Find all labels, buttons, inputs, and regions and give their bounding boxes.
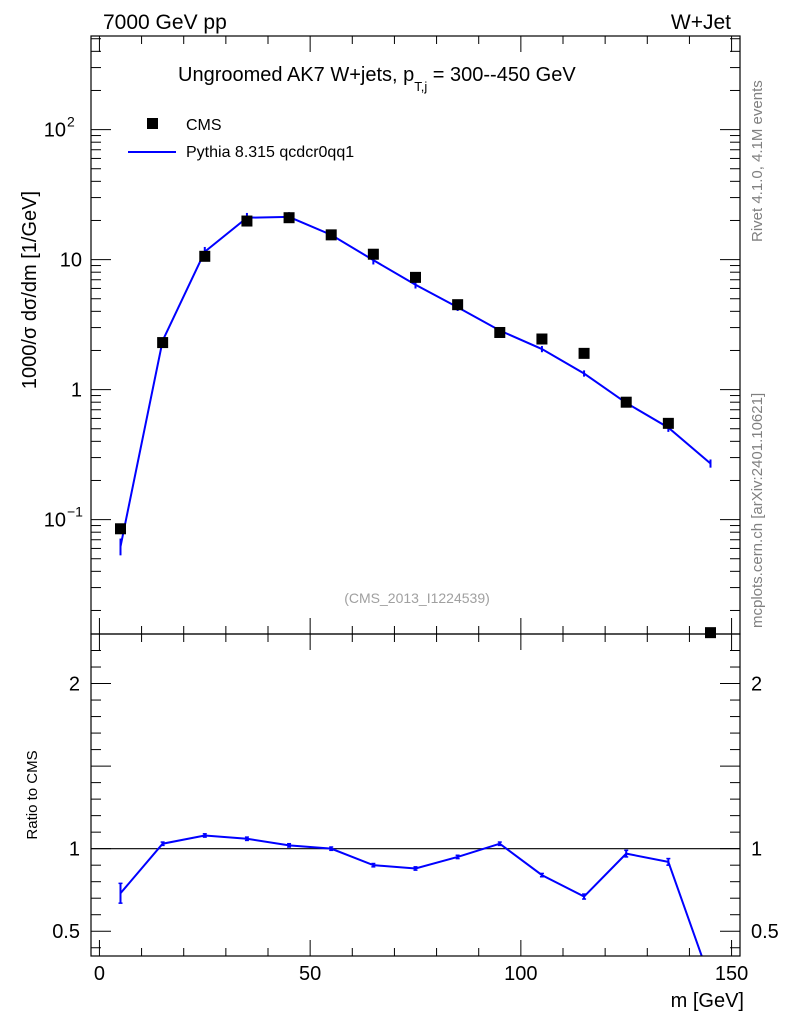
x-tick-label: 50 <box>299 963 321 985</box>
y-tick-label: 10 <box>60 250 82 272</box>
y-tick-label: 1 <box>71 380 82 402</box>
cms-point <box>536 333 548 345</box>
legend-cms-marker <box>147 118 158 129</box>
cms-point <box>705 627 716 639</box>
cms-point <box>452 299 464 311</box>
legend-pythia-label: Pythia 8.315 qcdcr0qq1 <box>186 144 354 161</box>
ratio-line <box>119 834 703 956</box>
title-rest: = 300--450 GeV <box>427 64 576 86</box>
cms-point <box>283 212 295 224</box>
cms-point <box>410 271 421 283</box>
title-sub: T,j <box>414 79 427 94</box>
legend-cms-label: CMS <box>186 117 222 134</box>
upper-data <box>115 212 716 639</box>
y-tick-exponent: 2 <box>67 114 75 130</box>
site-label: mcplots.cern.ch [arXiv:2401.10621] <box>749 393 766 628</box>
lower-frame <box>90 633 741 957</box>
ratio-tick-label-right: 2 <box>751 674 762 696</box>
pythia-line <box>119 215 712 547</box>
lower-ylabel: Ratio to CMS <box>24 750 41 839</box>
cms-point <box>241 215 253 227</box>
analysis-label: (CMS_2013_I1224539) <box>344 590 490 606</box>
rivet-label: Rivet 4.1.0, 4.1M events <box>749 80 766 242</box>
cms-point <box>325 229 337 241</box>
x-tick-label: 0 <box>94 963 105 985</box>
cms-point <box>367 248 379 260</box>
lower-axis-ticks: 0.5 0.5 1 1 2 2 <box>52 650 779 949</box>
cms-point <box>578 347 590 359</box>
y-tick-exponent: −1 <box>67 504 83 520</box>
ratio-tick-label: 0.5 <box>52 921 80 943</box>
ratio-tick-label: 1 <box>69 839 80 861</box>
y-tick-label: 10 <box>44 510 66 532</box>
cms-point <box>157 337 169 349</box>
cms-point <box>620 396 632 408</box>
ratio-data <box>91 833 740 956</box>
x-axis-ticks: 0 50 100 150 <box>94 36 748 985</box>
ratio-tick-label-right: 0.5 <box>751 921 779 943</box>
x-tick-label: 150 <box>715 963 748 985</box>
x-tick-label: 100 <box>504 963 537 985</box>
header-left: 7000 GeV pp <box>103 11 227 34</box>
header-right: W+Jet <box>671 11 731 34</box>
ratio-tick-label: 2 <box>69 674 80 696</box>
cms-point <box>494 326 506 338</box>
x-axis-label: m [GeV] <box>671 990 744 1012</box>
cms-point <box>199 250 211 262</box>
title-main: Ungroomed AK7 W+jets, p <box>178 64 414 86</box>
chart-title: Ungroomed AK7 W+jets, pT,j = 300--450 Ge… <box>178 64 576 94</box>
y-tick-label: 10 <box>44 120 66 142</box>
cms-point <box>662 417 674 429</box>
upper-ylabel: 1000/σ dσ/dm [1/GeV] <box>19 191 41 389</box>
ratio-tick-label-right: 1 <box>751 839 762 861</box>
cms-point <box>115 523 126 535</box>
